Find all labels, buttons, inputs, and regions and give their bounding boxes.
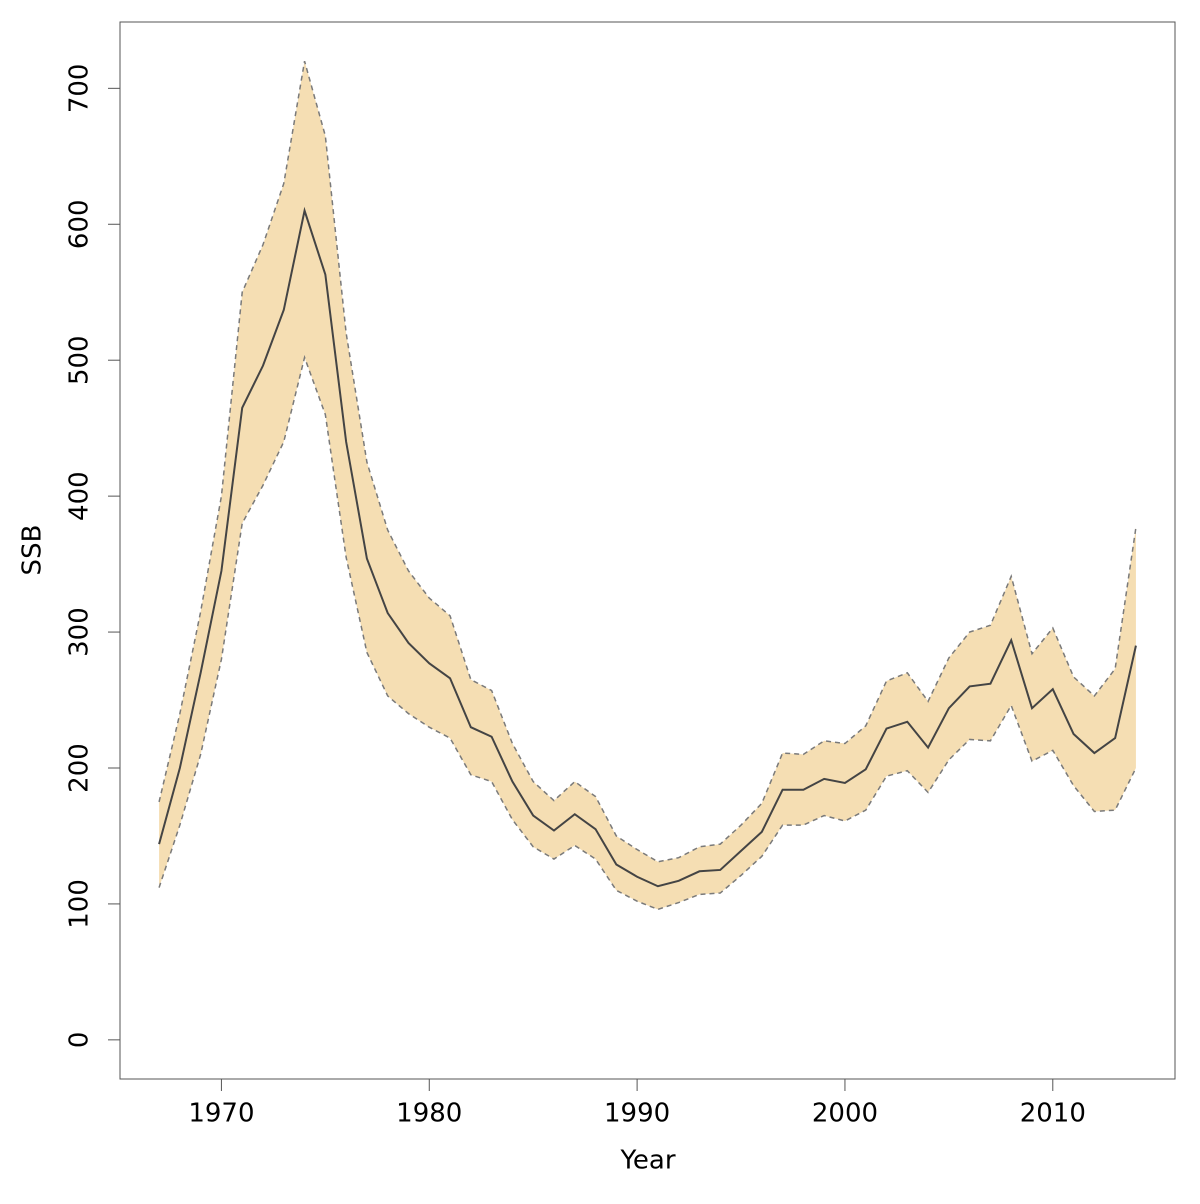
- x-tick-label: 2000: [812, 1099, 878, 1129]
- y-tick-label: 600: [65, 199, 95, 249]
- y-tick-label: 200: [65, 743, 95, 793]
- confidence-band: [159, 61, 1136, 910]
- x-axis-title: Year: [619, 1146, 675, 1176]
- y-tick-label: 300: [65, 607, 95, 657]
- y-axis-title: SSB: [18, 525, 48, 576]
- lower-bound: [158, 354, 1137, 911]
- plot-frame: [119, 21, 1176, 1080]
- upper-bound: [158, 60, 1137, 863]
- x-tick-label: 2010: [1020, 1099, 1086, 1129]
- x-tick-label: 1990: [604, 1099, 670, 1129]
- y-tick-label: 100: [65, 879, 95, 929]
- y-tick-label: 500: [65, 335, 95, 385]
- y-tick-label: 0: [65, 1032, 95, 1049]
- x-tick-label: 1980: [396, 1099, 462, 1129]
- y-tick-label: 400: [65, 471, 95, 521]
- estimate-line: [158, 206, 1137, 888]
- x-tick-label: 1970: [188, 1099, 254, 1129]
- y-tick-label: 700: [65, 64, 95, 114]
